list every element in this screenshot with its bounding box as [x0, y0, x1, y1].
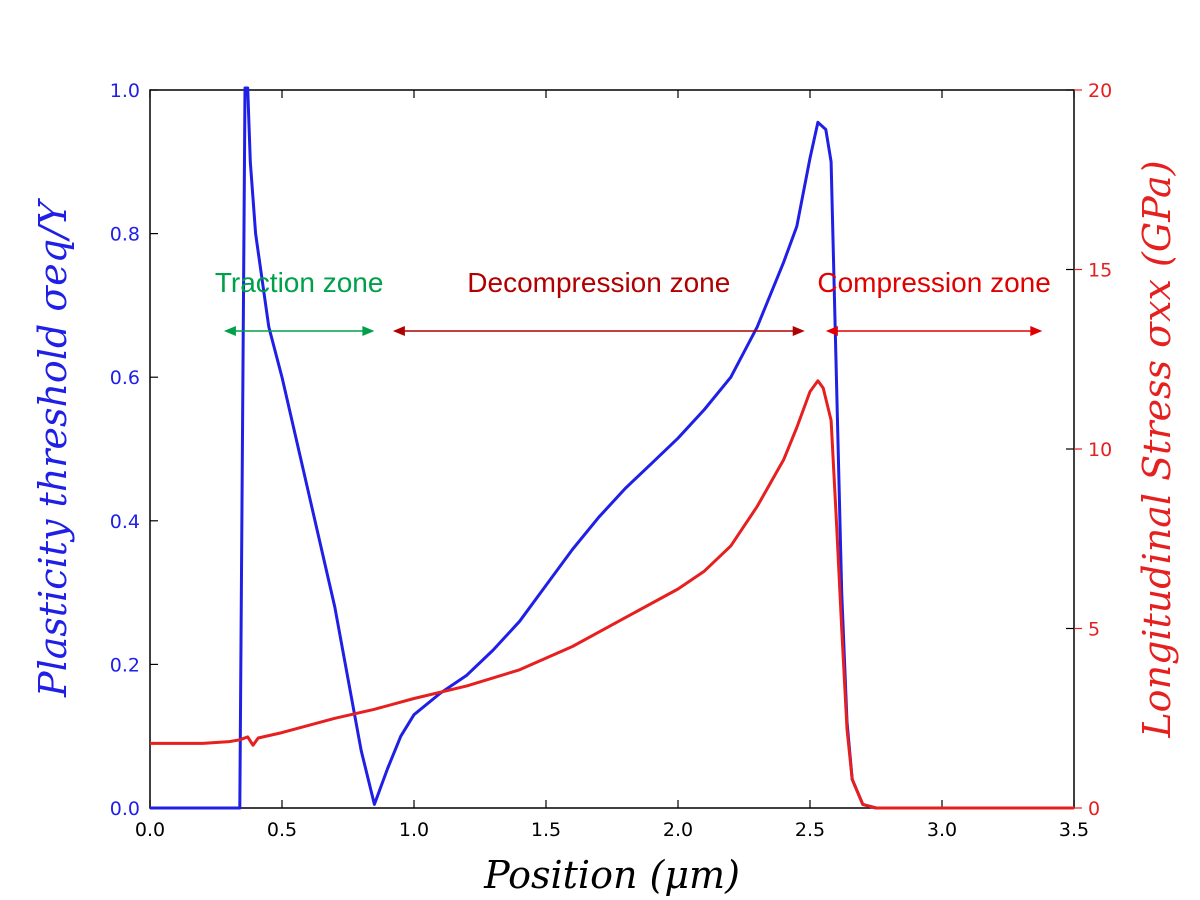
- compression-zone-arrow-left-head: [825, 326, 838, 336]
- series-layer: [150, 86, 1074, 810]
- y-right-axis-title: Longitudinal Stress σxx (GPa): [1135, 160, 1179, 738]
- x-tick-label: 0.0: [135, 819, 165, 841]
- compression-zone-arrow-right-head: [1030, 326, 1043, 336]
- y-right-tick-label: 15: [1088, 260, 1112, 282]
- y-left-tick-label: 0.6: [110, 367, 140, 389]
- compression-zone-annotation: Compression zone: [817, 267, 1051, 336]
- x-tick-label: 3.5: [1059, 819, 1089, 841]
- y-left-tick-label: 0.0: [110, 798, 140, 820]
- traction-zone-arrow-right-head: [362, 326, 375, 336]
- decompression-zone-arrow-left-head: [392, 326, 405, 336]
- y-left-axis-title: Plasticity threshold σeq/Y: [31, 197, 75, 698]
- x-tick-label: 2.5: [795, 819, 825, 841]
- decompression-zone-label: Decompression zone: [467, 267, 730, 298]
- plasticity-threshold-line: [150, 86, 1074, 810]
- x-tick-label: 0.5: [267, 819, 297, 841]
- longitudinal-stress-line: [150, 379, 1074, 810]
- y-left-axis-ticks: 0.0 0.2 0.4 0.6 0.8 1.0: [110, 80, 158, 820]
- y-left-tick-label: 0.4: [110, 511, 140, 533]
- compression-zone-label: Compression zone: [817, 267, 1050, 298]
- x-tick-label: 1.5: [531, 819, 561, 841]
- x-tick-label: 2.0: [663, 819, 693, 841]
- annotation-layer: Traction zone Decompression zone Compressi…: [215, 267, 1051, 336]
- x-axis-title: Position (μm): [483, 853, 740, 897]
- plot-area: [149, 89, 1075, 809]
- y-right-axis-ticks: 0 5 10 15 20: [1066, 80, 1112, 820]
- y-left-tick-label: 1.0: [110, 80, 140, 102]
- decompression-zone-arrow-right-head: [792, 326, 805, 336]
- traction-zone-annotation: Traction zone: [215, 267, 384, 336]
- y-right-tick-label: 0: [1088, 798, 1100, 820]
- y-left-tick-label: 0.8: [110, 224, 140, 246]
- y-left-tick-label: 0.2: [110, 654, 140, 676]
- traction-zone-arrow-left-head: [223, 326, 236, 336]
- x-tick-label: 1.0: [399, 819, 429, 841]
- y-right-tick-label: 5: [1088, 619, 1100, 641]
- x-tick-label: 3.0: [927, 819, 957, 841]
- decompression-zone-annotation: Decompression zone: [392, 267, 805, 336]
- traction-zone-label: Traction zone: [215, 267, 384, 298]
- y-right-tick-label: 10: [1088, 439, 1112, 461]
- plot-frame: [149, 89, 1075, 809]
- x-axis-ticks: 0.0 0.5 1.0 1.5 2.0 2.5 3.0 3.5: [135, 90, 1089, 841]
- y-right-tick-label: 20: [1088, 80, 1112, 102]
